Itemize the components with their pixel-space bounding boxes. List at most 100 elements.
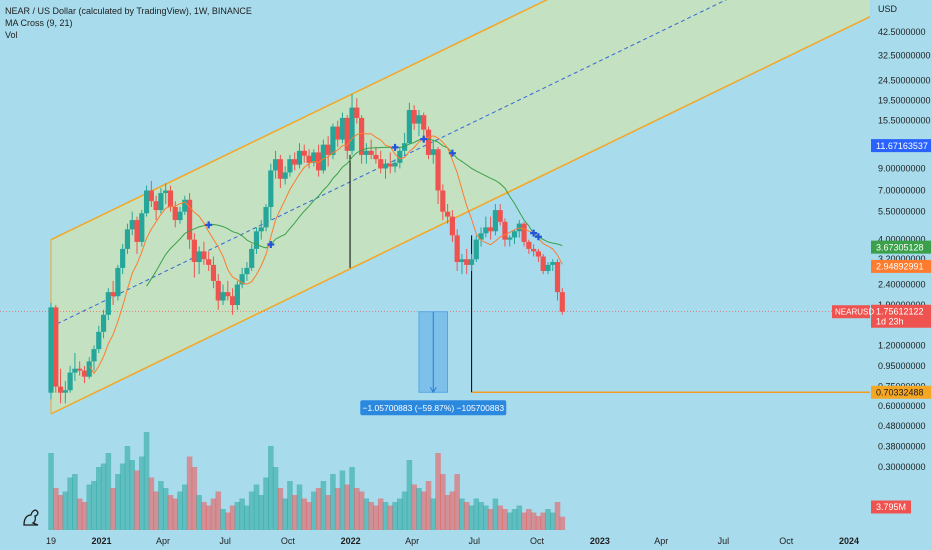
candle-body [186,199,193,240]
candle-body [272,159,279,171]
candle-body [105,292,111,315]
horizontal-level-price-label: 0.70332488 [876,387,924,397]
candle-body [191,239,197,263]
channel-lower-line[interactable] [50,16,870,415]
candle-body [301,150,307,156]
candle-body [526,241,532,249]
volume-bar [392,502,398,530]
volume-bar [210,498,217,530]
volume-bar [57,495,64,530]
volume-bar [382,502,389,530]
volume-indicator-label[interactable]: Vol [5,30,18,40]
volume-bar [497,505,503,530]
candle-body [311,152,317,163]
volume-bar [95,467,102,530]
candle-body [335,126,341,140]
volume-bar [134,470,140,530]
volume-bar [387,505,394,530]
price-axis-tick: 7.00000000 [878,186,926,196]
volume-bar [215,491,222,530]
candle-body [53,307,59,387]
candle-body [497,210,503,222]
time-axis-tick: 2024 [839,536,859,546]
volume-bar [110,488,116,530]
candle-body [81,370,88,377]
price-axis-tick: 5.50000000 [878,207,926,217]
channel-upper-line[interactable] [50,0,870,241]
volume-bar [349,467,355,530]
volume-bar [516,505,523,530]
ma-cross-indicator-label[interactable]: MA Cross (9, 21) [5,18,73,28]
ma-cross-marker-icon [391,143,399,151]
candle-body [77,368,83,371]
candle-body [62,390,68,393]
volume-bar [138,456,145,530]
volume-bar [344,484,351,530]
candle-body [167,190,174,208]
candle-body [158,193,164,211]
chart-legend: NEAR / US Dollar (calculated by TradingV… [5,5,252,41]
volume-bar [530,512,537,530]
symbol-title[interactable]: NEAR / US Dollar (calculated by TradingV… [5,6,252,16]
ma-green-price-label: 3.67305128 [876,242,924,252]
candle-body [354,107,360,118]
price-axis-tick: 24.50000000 [878,76,931,86]
candle-body [368,150,374,155]
volume-bar [239,498,245,530]
time-axis-tick: 2022 [341,536,361,546]
ma-cross-marker-icon [448,149,456,157]
ma-orange-price-label: 2.94892991 [876,262,924,272]
candle-body [282,172,288,179]
volume-bar [502,509,508,530]
volume-bar [454,474,460,530]
ma-21-line [146,138,563,287]
candle-body [163,190,169,194]
ma-cross-marker-icon [267,240,275,248]
volume-bar [473,498,480,530]
volume-bar [449,491,456,530]
candle-body [550,262,556,265]
volume-bar [258,495,265,530]
volume-bar [67,477,73,530]
candle-body [57,386,64,393]
volume-bar [397,498,403,530]
candle-body [244,267,250,275]
last-price-label-background [871,304,931,328]
volume-bar [229,505,236,530]
candle-body [478,233,484,240]
volume-bar [62,491,69,530]
volume-bar [549,512,556,530]
ma-9-line [88,132,563,375]
volume-bar [420,491,427,530]
volume-bar [282,498,288,530]
volume-bar [330,474,336,530]
parallel-channel-fill [51,0,870,414]
time-axis-tick: Apr [405,536,419,546]
volume-bar [554,502,561,530]
candle-body [201,251,207,260]
candle-body [239,274,245,285]
volume-bar [545,509,551,530]
candle-body [96,331,102,350]
volume-bar [181,484,188,530]
candle-body [473,239,479,260]
volume-bar [86,484,93,530]
candle-body [210,264,217,281]
volume-bar [129,460,136,530]
volume-bar [143,432,150,530]
candle-body [339,117,346,140]
price-axis-tick: 2.40000000 [878,280,926,290]
volume-bar [373,505,379,530]
volume-bar [153,491,159,530]
volume-bar [444,495,451,530]
volume-bar [311,491,317,530]
candle-body [421,115,427,130]
price-axis-tick: 42.5000000 [878,27,926,37]
candle-body [540,256,546,271]
candle-body [277,159,283,179]
candle-body [325,144,331,155]
volume-bar [81,502,88,530]
candle-body [521,223,527,242]
candle-body [535,251,542,257]
